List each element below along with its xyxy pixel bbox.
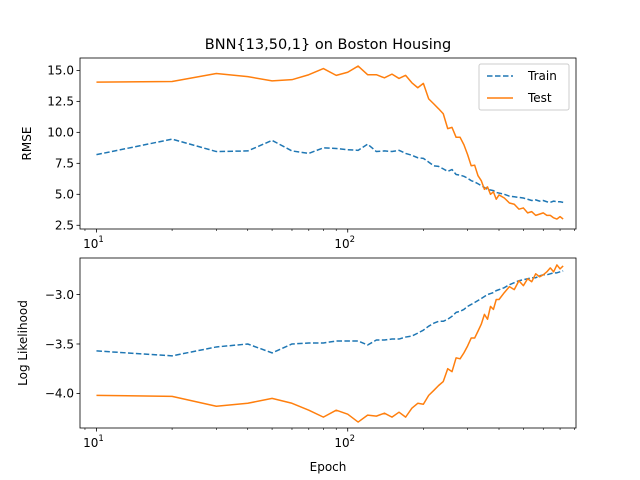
legend-train-label: Train — [527, 69, 557, 83]
log-likelihood-y-tick-label: −4.0 — [45, 387, 74, 401]
rmse-y-tick-label: 2.5 — [55, 219, 74, 233]
rmse-y-axis-label: RMSE — [20, 127, 34, 161]
legend: Train Test — [479, 64, 569, 110]
rmse-y-tick-label: 15.0 — [47, 64, 74, 78]
rmse-y-tick-label: 7.5 — [55, 157, 74, 171]
x-axis-label: Epoch — [310, 460, 347, 474]
rmse-y-tick-label: 5.0 — [55, 188, 74, 202]
chart-title: BNN{13,50,1} on Boston Housing — [205, 37, 451, 53]
log-likelihood-y-axis-label: Log Likelihood — [16, 300, 30, 386]
log-likelihood-y-tick-label: −3.0 — [45, 288, 74, 302]
log-likelihood-y-tick-label: −3.5 — [45, 337, 74, 351]
rmse-y-tick-label: 10.0 — [47, 126, 74, 140]
legend-test-label: Test — [527, 91, 552, 105]
rmse-y-tick-label: 12.5 — [47, 95, 74, 109]
